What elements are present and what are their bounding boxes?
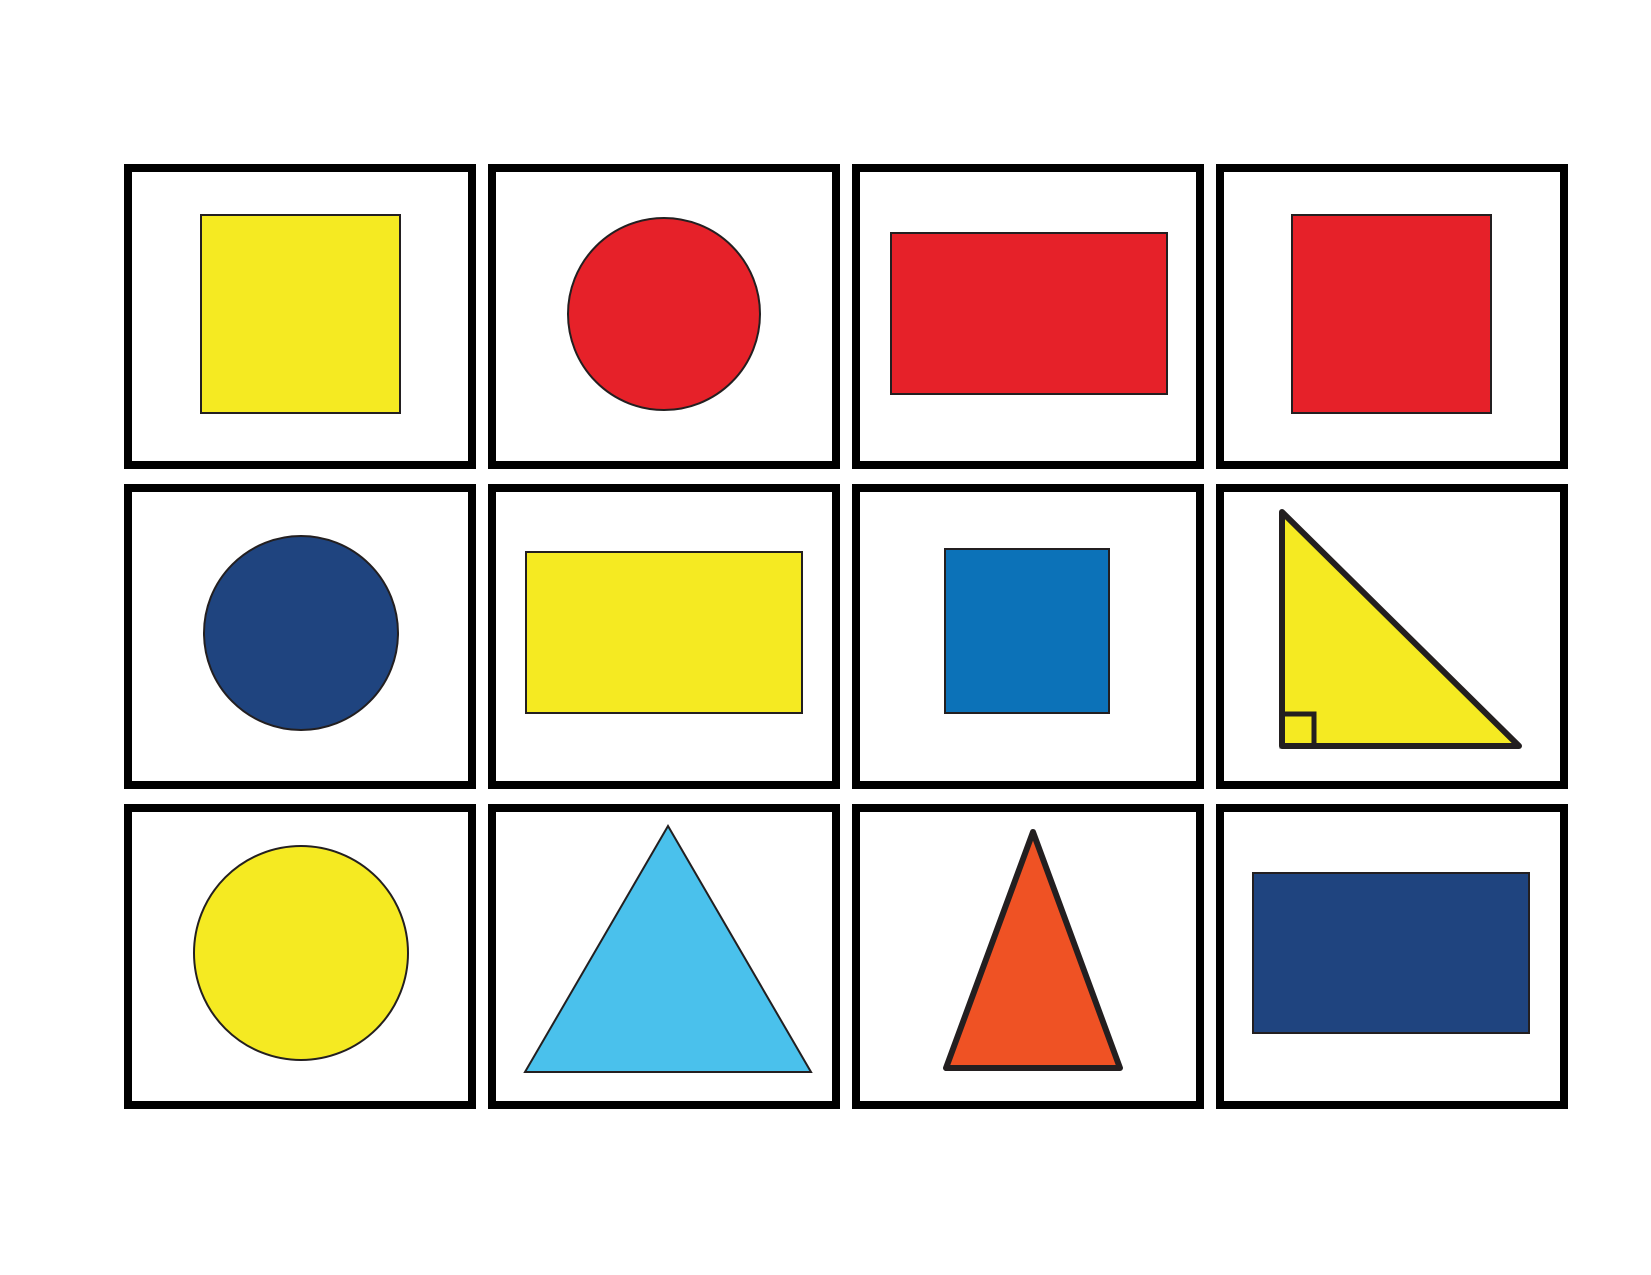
- yellow-rectangle-shape: [525, 551, 803, 714]
- card-frame: [852, 804, 1204, 1109]
- card-frame: [124, 164, 476, 469]
- dark-blue-circle-shape: [203, 535, 399, 731]
- yellow-right-triangle-shape: [1279, 509, 1522, 749]
- card-frame: [488, 804, 840, 1109]
- card-frame: [852, 164, 1204, 469]
- card-frame: [488, 164, 840, 469]
- card-light-blue-triangle: [488, 804, 840, 1109]
- yellow-square-shape: [200, 214, 401, 414]
- card-yellow-right-triangle: [1216, 484, 1568, 789]
- light-blue-triangle-shape: [523, 824, 813, 1073]
- card-frame: [124, 804, 476, 1109]
- card-orange-triangle: [852, 804, 1204, 1109]
- card-frame: [488, 484, 840, 789]
- card-frame: [1216, 484, 1568, 789]
- red-circle-shape: [567, 217, 761, 411]
- card-red-circle: [488, 164, 840, 469]
- card-frame: [852, 484, 1204, 789]
- dark-blue-rectangle-shape: [1252, 872, 1530, 1034]
- blue-square-shape: [944, 548, 1110, 714]
- card-frame: [1216, 164, 1568, 469]
- card-frame: [124, 484, 476, 789]
- card-yellow-circle: [124, 804, 476, 1109]
- card-dark-blue-rectangle: [1216, 804, 1568, 1109]
- card-red-square: [1216, 164, 1568, 469]
- yellow-circle-shape: [193, 845, 409, 1061]
- card-dark-blue-circle: [124, 484, 476, 789]
- right-angle-marker: [1279, 711, 1317, 749]
- card-blue-square: [852, 484, 1204, 789]
- red-rectangle-shape: [890, 232, 1168, 395]
- card-red-rectangle: [852, 164, 1204, 469]
- orange-triangle-shape: [943, 829, 1123, 1071]
- red-square-shape: [1291, 214, 1492, 414]
- card-yellow-rectangle: [488, 484, 840, 789]
- card-yellow-square: [124, 164, 476, 469]
- card-frame: [1216, 804, 1568, 1109]
